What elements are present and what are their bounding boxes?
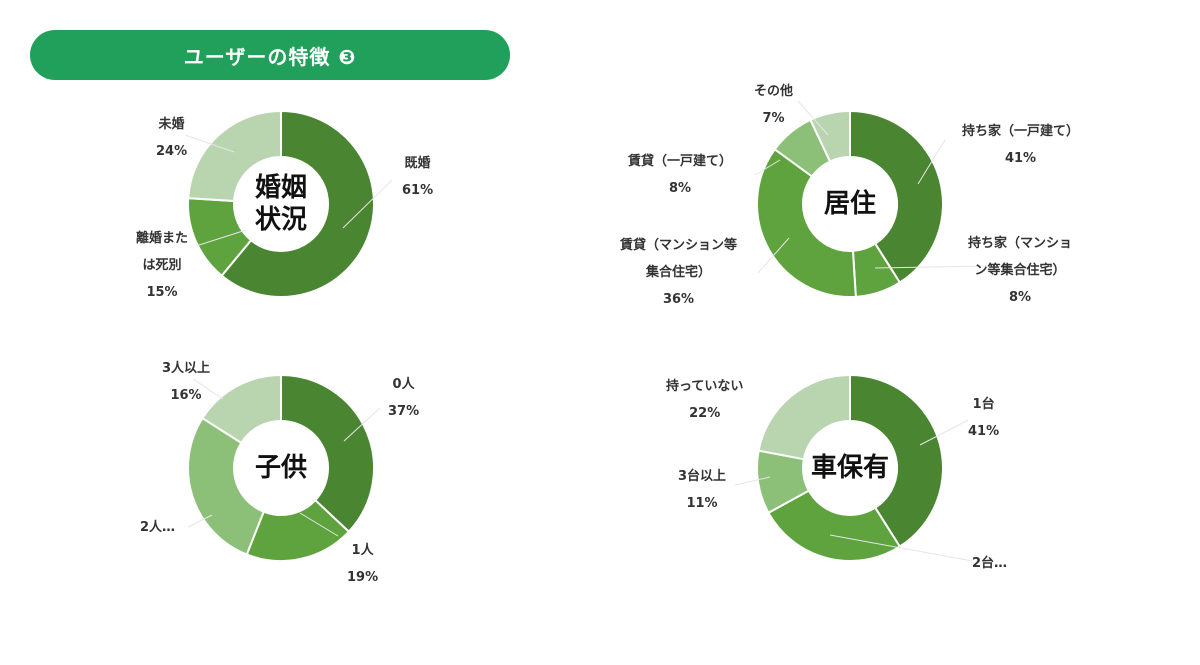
slice-label: 持っていない 22%	[666, 379, 744, 421]
slice-label: 持ち家（マンショ ン等集合住宅） 8%	[968, 236, 1073, 305]
slice-label: 持ち家（一戸建て） 41%	[962, 124, 1080, 166]
leader-line	[754, 159, 781, 176]
section-header: ユーザーの特徴 ❸	[30, 30, 510, 80]
pie-slice	[756, 147, 857, 298]
children-donut-chart: 0人 37% 1人 19% 2人… 3人以上 16% 子供	[0, 361, 600, 665]
pie-slice	[757, 373, 851, 461]
slice-label: 0人 37%	[388, 377, 420, 419]
pie-slice	[849, 373, 944, 548]
donut-svg	[734, 373, 973, 562]
slice-label: 2人…	[140, 520, 176, 535]
chart-center-title: 婚姻 状況	[254, 173, 308, 235]
pie-slice	[849, 109, 944, 284]
donut-svg	[187, 373, 381, 562]
chart-center-title: 子供	[254, 453, 308, 483]
leader-line	[829, 534, 973, 562]
leader-line	[192, 378, 224, 400]
slice-label: 1台 41%	[968, 397, 1000, 439]
donut-svg	[754, 100, 989, 298]
slice-label: 既婚 61%	[402, 156, 434, 198]
car-ownership-donut-chart: 1台 41% 2台… 3台以上 11% 持っていない 22% 車保有	[570, 365, 1170, 665]
leader-line	[734, 476, 771, 486]
leader-line	[187, 514, 213, 528]
leader-line	[299, 512, 339, 537]
leader-line	[343, 407, 381, 442]
pie-slice	[809, 109, 851, 163]
pie-slice	[767, 489, 902, 562]
section-title: ユーザーの特徴 ❸	[183, 44, 357, 69]
residence-donut-chart: 持ち家（一戸建て） 41% 持ち家（マンショ ン等集合住宅） 8% 賃貸（マンション…	[570, 84, 1170, 400]
pie-slice	[280, 373, 375, 534]
leader-line	[342, 179, 393, 229]
leader-line	[917, 139, 946, 185]
leader-line	[184, 134, 235, 153]
slice-label: 未婚 24%	[156, 117, 188, 159]
leader-line	[919, 419, 969, 446]
slice-label: 2台…	[972, 556, 1008, 571]
leader-line	[757, 237, 790, 274]
slice-label: 賃貸（マンション等 集合住宅） 36%	[620, 238, 738, 307]
slice-label: 3人以上 16%	[162, 361, 211, 403]
chart-center-title: 車保有	[810, 453, 890, 483]
donut-svg	[184, 109, 393, 298]
slice-label: 離婚また は死別 15%	[136, 231, 189, 300]
leader-line	[195, 229, 247, 247]
pie-slice	[187, 109, 282, 203]
slice-label: 3台以上 11%	[678, 469, 727, 511]
leader-line	[797, 100, 829, 136]
marital-status-donut-chart: 既婚 61% 離婚また は死別 15% 未婚 24% 婚姻 状況	[0, 100, 600, 400]
chart-center-title: 居住	[823, 189, 877, 219]
slice-label: その他 7%	[754, 84, 794, 126]
slice-label: 1人 19%	[347, 543, 379, 585]
leader-line	[874, 265, 989, 269]
slice-label: 賃貸（一戸建て） 8%	[628, 154, 733, 196]
pie-slice	[187, 416, 265, 556]
pie-slice	[220, 109, 375, 298]
